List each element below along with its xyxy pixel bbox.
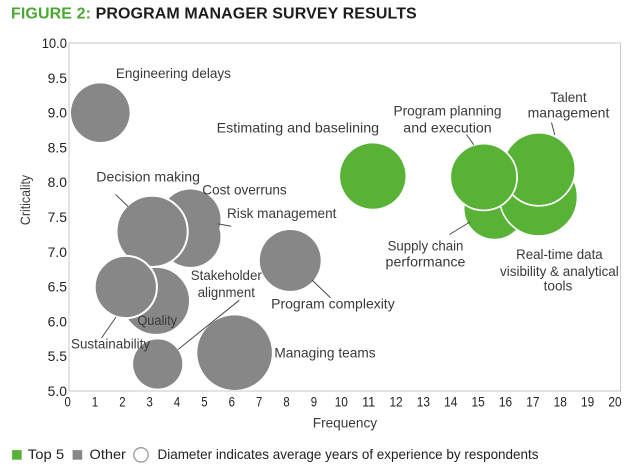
svg-text:11: 11	[362, 394, 375, 409]
svg-text:visibility & analytical: visibility & analytical	[500, 264, 619, 279]
svg-text:Sustainability: Sustainability	[71, 336, 150, 351]
svg-text:7: 7	[256, 394, 262, 409]
svg-text:Decision making: Decision making	[96, 170, 200, 185]
svg-text:13: 13	[417, 394, 431, 409]
svg-text:Cost overruns: Cost overruns	[202, 182, 287, 197]
svg-text:9: 9	[311, 394, 317, 409]
svg-text:7.5: 7.5	[48, 210, 68, 225]
svg-text:4: 4	[174, 394, 181, 409]
svg-text:6.0: 6.0	[48, 314, 68, 329]
svg-text:Program complexity: Program complexity	[271, 297, 395, 312]
svg-text:10: 10	[335, 394, 349, 409]
svg-text:8.5: 8.5	[48, 140, 68, 155]
svg-text:5.5: 5.5	[48, 349, 68, 364]
svg-text:8: 8	[283, 394, 290, 409]
svg-text:17: 17	[526, 394, 539, 409]
svg-text:9.0: 9.0	[48, 106, 68, 121]
svg-text:Talent: Talent	[550, 90, 586, 105]
svg-text:6.5: 6.5	[48, 280, 68, 295]
svg-text:Supply chain: Supply chain	[388, 238, 464, 253]
svg-text:tools: tools	[544, 278, 573, 293]
svg-text:Top 5: Top 5	[28, 447, 64, 462]
svg-text:10.0: 10.0	[42, 36, 68, 51]
svg-text:14: 14	[444, 394, 458, 409]
svg-text:Diameter indicates average yea: Diameter indicates average years of expe…	[158, 447, 539, 462]
svg-text:16: 16	[499, 394, 513, 409]
svg-text:Other: Other	[90, 447, 127, 462]
svg-text:management: management	[528, 106, 610, 121]
svg-text:alignment: alignment	[198, 285, 255, 300]
svg-text:Managing teams: Managing teams	[274, 346, 375, 361]
svg-text:2: 2	[119, 394, 125, 409]
svg-text:9.5: 9.5	[48, 71, 68, 86]
svg-text:FIGURE 2: PROGRAM MANAGER SURV: FIGURE 2: PROGRAM MANAGER SURVEY RESULTS	[11, 6, 417, 23]
svg-text:0: 0	[64, 394, 71, 409]
svg-text:Real-time data: Real-time data	[516, 247, 603, 262]
svg-text:Estimating and baselining: Estimating and baselining	[217, 121, 380, 136]
svg-text:6: 6	[229, 394, 236, 409]
svg-text:12: 12	[389, 394, 402, 409]
svg-text:18: 18	[554, 394, 568, 409]
svg-text:19: 19	[581, 394, 594, 409]
svg-text:20: 20	[608, 394, 622, 409]
svg-text:8.0: 8.0	[48, 175, 68, 190]
svg-text:Engineering delays: Engineering delays	[116, 66, 231, 81]
svg-text:Frequency: Frequency	[313, 416, 377, 431]
svg-text:Program planning: Program planning	[394, 103, 502, 118]
svg-text:7.0: 7.0	[48, 245, 68, 260]
svg-text:and execution: and execution	[403, 121, 491, 136]
svg-text:5.0: 5.0	[48, 384, 68, 399]
svg-text:5: 5	[201, 394, 208, 409]
svg-text:15: 15	[472, 394, 486, 409]
svg-text:3: 3	[147, 394, 154, 409]
svg-text:1: 1	[92, 394, 98, 409]
svg-text:Stakeholder: Stakeholder	[191, 268, 262, 283]
svg-text:performance: performance	[386, 255, 466, 270]
svg-text:Quality: Quality	[137, 313, 177, 328]
svg-text:Criticality: Criticality	[18, 175, 33, 225]
svg-text:Risk management: Risk management	[227, 206, 337, 221]
